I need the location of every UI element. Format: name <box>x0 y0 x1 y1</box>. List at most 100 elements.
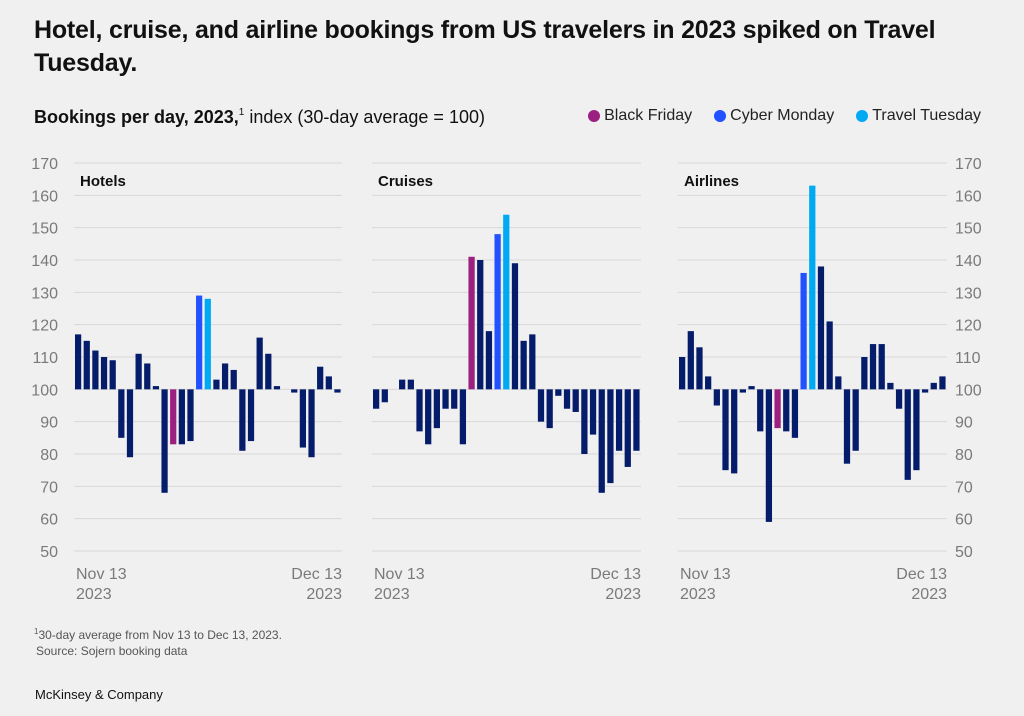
bar <box>722 389 729 471</box>
y-tick-label: 70 <box>955 479 973 496</box>
legend-label: Cyber Monday <box>730 107 835 124</box>
legend-item-black-friday: Black Friday <box>588 107 692 125</box>
bar <box>399 379 406 390</box>
bar <box>529 334 536 390</box>
bar <box>230 369 237 390</box>
y-tick-label: 50 <box>40 544 58 561</box>
bar <box>826 321 833 390</box>
bar <box>939 376 946 390</box>
footnote: 130-day average from Nov 13 to Dec 13, 2… <box>34 624 282 659</box>
bar <box>83 340 90 390</box>
bar <box>325 376 332 390</box>
x-label-start-year: 2023 <box>374 586 410 603</box>
y-tick-label: 140 <box>31 253 58 270</box>
bar <box>679 357 686 390</box>
chart-title: Hotel, cruise, and airline bookings from… <box>34 16 936 77</box>
y-tick-label: 60 <box>955 512 973 529</box>
bar <box>581 389 588 454</box>
legend: Black Friday Cyber Monday Travel Tuesday <box>588 107 981 125</box>
x-label-end: Dec 13 <box>896 566 947 583</box>
y-tick-label: 100 <box>955 382 982 399</box>
y-tick-label: 110 <box>955 350 981 367</box>
x-label-end-year: 2023 <box>911 586 947 603</box>
y-tick-label: 60 <box>40 512 58 529</box>
legend-item-travel-tuesday: Travel Tuesday <box>856 107 981 125</box>
panel-title: Airlines <box>684 173 739 190</box>
bar <box>187 389 194 442</box>
bar <box>783 389 790 432</box>
bar <box>895 389 903 409</box>
bar <box>308 389 315 458</box>
y-tick-label: 160 <box>31 188 58 205</box>
bar <box>442 389 449 409</box>
footnote-line-1: 130-day average from Nov 13 to Dec 13, 2… <box>34 624 282 643</box>
footnote-source: Source: Sojern booking data <box>34 643 282 659</box>
bar <box>878 344 885 390</box>
bar <box>135 353 142 390</box>
bar <box>118 389 125 438</box>
bar <box>265 353 272 390</box>
x-label-end: Dec 13 <box>590 566 641 583</box>
legend-item-cyber-monday: Cyber Monday <box>714 107 834 125</box>
bar <box>687 331 694 390</box>
bar <box>161 389 168 493</box>
bar-black-friday <box>774 389 781 429</box>
footnote-mark: 1 <box>34 627 39 636</box>
bar <box>624 389 631 467</box>
legend-label: Travel Tuesday <box>872 107 981 124</box>
bar-black-friday <box>170 389 177 445</box>
brand-logo-text: McKinsey & Company <box>35 687 163 702</box>
legend-label: Black Friday <box>604 107 693 124</box>
bar <box>433 389 440 429</box>
bar <box>817 266 825 390</box>
bar <box>459 389 467 445</box>
bar <box>511 263 519 390</box>
y-tick-label: 70 <box>40 479 58 496</box>
y-tick-label: 100 <box>31 382 58 399</box>
y-tick-label: 120 <box>955 318 982 335</box>
bar <box>416 389 423 432</box>
bar <box>451 389 458 409</box>
bar <box>739 389 746 393</box>
bar-cyber-monday <box>800 272 807 390</box>
legend-swatch-travel-tuesday <box>856 110 869 122</box>
y-tick-label: 140 <box>955 253 982 270</box>
y-tick-label: 150 <box>955 221 982 238</box>
source-text: Source: Sojern booking data <box>36 644 188 658</box>
bar <box>100 357 108 390</box>
x-label-start: Nov 13 <box>76 566 127 583</box>
bar <box>843 389 851 464</box>
bar <box>913 389 920 471</box>
bar <box>930 382 937 390</box>
bar <box>563 389 571 409</box>
bar <box>425 389 432 445</box>
bar <box>109 360 116 390</box>
x-label-start: Nov 13 <box>374 566 425 583</box>
y-tick-label: 150 <box>31 221 58 238</box>
bar <box>887 382 894 390</box>
bar <box>317 366 324 390</box>
bar <box>572 389 579 412</box>
bar <box>178 389 185 445</box>
subtitle-bold: Bookings per day, 2023, <box>34 107 239 127</box>
bar <box>291 389 298 393</box>
bar <box>537 389 545 422</box>
bar <box>213 379 220 390</box>
bar <box>221 363 229 390</box>
bar <box>407 379 414 390</box>
subtitle-footnote-mark: 1 <box>238 107 245 118</box>
bar <box>247 389 255 442</box>
bar <box>713 389 720 406</box>
bar <box>477 260 484 390</box>
bar-cyber-monday <box>494 234 501 390</box>
x-label-start: Nov 13 <box>680 566 731 583</box>
x-label-end-year: 2023 <box>306 586 342 603</box>
y-tick-label: 90 <box>955 415 973 432</box>
legend-swatch-black-friday <box>588 110 601 122</box>
panel-title: Hotels <box>80 173 126 190</box>
y-tick-label: 130 <box>31 285 58 302</box>
bar <box>835 376 842 390</box>
y-tick-label: 80 <box>40 447 58 464</box>
bar <box>485 331 493 390</box>
